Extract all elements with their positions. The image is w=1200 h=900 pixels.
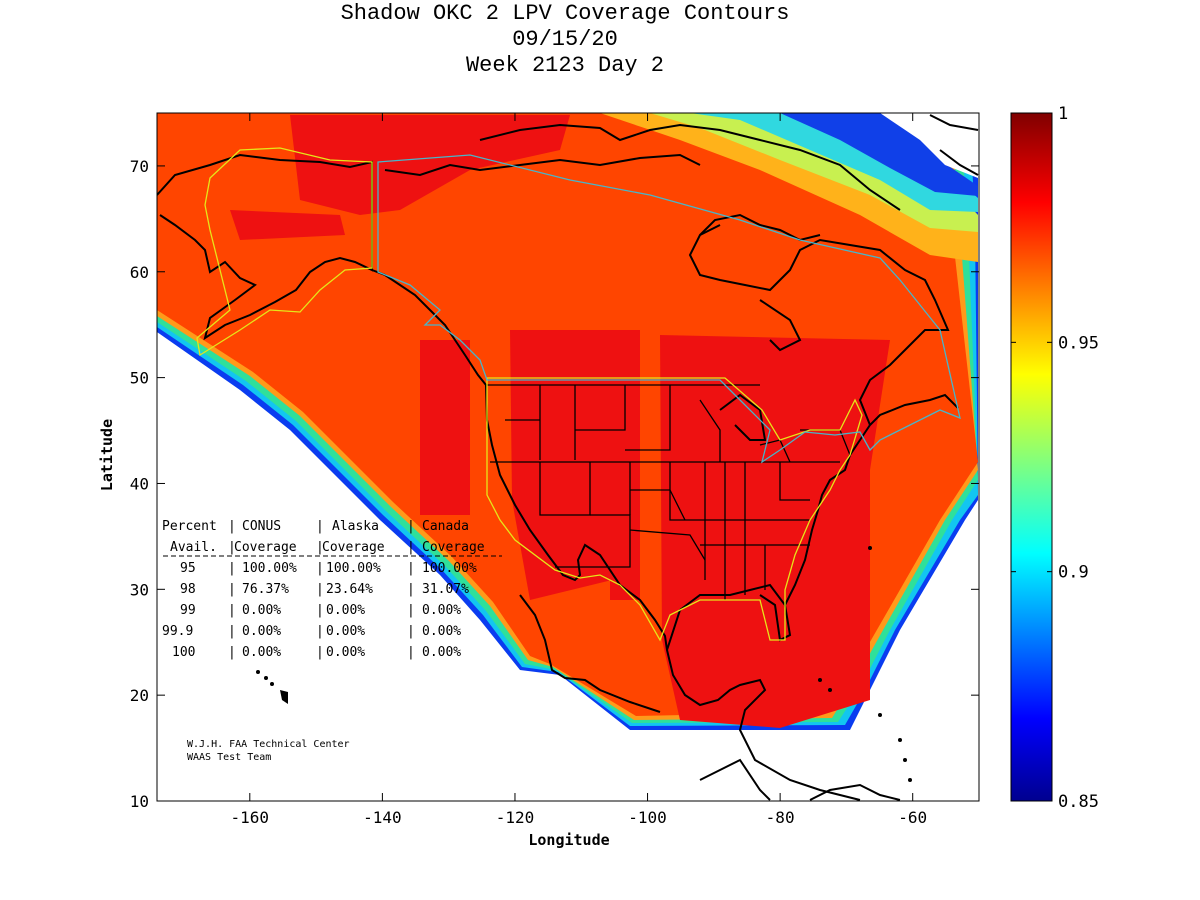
coverage-high-west [420, 340, 470, 515]
chart-date: 09/15/20 [512, 27, 618, 52]
canada-service-area [377, 154, 961, 464]
coverage-high-north [290, 115, 570, 215]
coverage-high-conus [510, 330, 612, 600]
table-cell: 0.00% [326, 603, 365, 618]
table-sep: | [407, 561, 415, 576]
table-cell: 23.64% [326, 582, 373, 597]
service-areas [196, 147, 961, 642]
table-header-conus: CONUS [242, 519, 281, 534]
table-sep: | [316, 582, 324, 597]
y-tick-label: 20 [130, 686, 149, 705]
table-sep: | [228, 645, 236, 660]
table-cell: 100.00% [422, 561, 477, 576]
colorbar-tick-label: 0.85 [1058, 792, 1099, 812]
credit-line-2: WAAS Test Team [187, 752, 271, 763]
table-sep: | [228, 582, 236, 597]
table-sep: | [407, 624, 415, 639]
coverage-table: Percent | CONUS | Alaska | Canada Avail.… [162, 519, 502, 660]
x-tick-label: -160 [231, 808, 270, 827]
x-tick-label: -60 [898, 808, 927, 827]
table-sep: | [228, 519, 236, 534]
x-axis: -160 -140 -120 -100 -80 -60 [231, 113, 927, 827]
coverage-high-alaska [230, 210, 345, 240]
state-boundaries [487, 384, 851, 600]
table-sep: | [228, 540, 236, 555]
colorbar-ticks: 0.85 0.9 0.95 1 [1011, 104, 1099, 812]
table-header-alaska: Alaska [332, 519, 379, 534]
x-axis-label: Longitude [528, 831, 609, 849]
table-cell: 76.37% [242, 582, 289, 597]
y-tick-label: 30 [130, 580, 149, 599]
x-tick-label: -140 [363, 808, 402, 827]
y-tick-label: 70 [130, 157, 149, 176]
table-cell: 100.00% [242, 561, 297, 576]
colorbar-tick-label: 1 [1058, 104, 1068, 124]
table-header-canada: Canada [422, 519, 469, 534]
table-cell: 0.00% [326, 624, 365, 639]
table-sep: | [407, 540, 415, 555]
table-cell: 99 [180, 603, 196, 618]
table-sep: | [316, 645, 324, 660]
table-subheader-conus: Coverage [234, 540, 297, 555]
colorbar-tick-label: 0.9 [1058, 563, 1089, 583]
table-cell: 98 [180, 582, 196, 597]
table-sep: | [316, 624, 324, 639]
table-sep: | [228, 561, 236, 576]
y-tick-label: 40 [130, 474, 149, 493]
x-tick-label: -100 [628, 808, 667, 827]
arctic-corner-white [880, 113, 978, 178]
alaska-service-area [196, 147, 373, 357]
x-tick-label: -120 [496, 808, 535, 827]
table-sep: | [316, 540, 324, 555]
table-sep: | [407, 645, 415, 660]
table-sep: | [316, 561, 324, 576]
table-subheader-canada: Coverage [422, 540, 485, 555]
table-sep: | [407, 582, 415, 597]
table-cell: 100.00% [326, 561, 381, 576]
coverage-high-central [610, 330, 640, 600]
table-sep: | [316, 603, 324, 618]
x-tick-label: -80 [766, 808, 795, 827]
islands [256, 546, 912, 782]
table-cell: 0.00% [422, 645, 461, 660]
table-cell: 95 [180, 561, 196, 576]
table-cell: 0.00% [422, 603, 461, 618]
plot-frame [156, 112, 980, 802]
table-sep: | [228, 603, 236, 618]
colorbar-tick-label: 0.95 [1058, 333, 1099, 353]
table-header-percent: Percent [162, 519, 217, 534]
table-cell: 100 [172, 645, 195, 660]
table-sep: | [407, 603, 415, 618]
table-sep: | [228, 624, 236, 639]
table-subheader-avail: Avail. [170, 540, 217, 555]
table-cell: 99.9 [162, 624, 193, 639]
y-tick-label: 50 [130, 369, 149, 388]
y-axis: 10 20 30 40 50 60 70 [130, 157, 979, 811]
table-cell: 0.00% [326, 645, 365, 660]
y-tick-label: 60 [130, 263, 149, 282]
table-cell: 0.00% [242, 603, 281, 618]
coverage-high-east [660, 335, 890, 728]
table-sep: | [407, 519, 415, 534]
chart-week-day: Week 2123 Day 2 [465, 53, 665, 78]
table-sep: | [316, 519, 324, 534]
table-cell: 31.07% [422, 582, 469, 597]
table-cell: 0.00% [242, 624, 281, 639]
conus-service-area [486, 377, 863, 642]
credit-line-1: W.J.H. FAA Technical Center [187, 739, 350, 750]
y-tick-label: 10 [130, 792, 149, 811]
colorbar [1010, 112, 1053, 802]
table-cell: 0.00% [422, 624, 461, 639]
y-axis-label: Latitude [98, 419, 116, 491]
chart-title: Shadow OKC 2 LPV Coverage Contours [340, 1, 790, 26]
table-cell: 0.00% [242, 645, 281, 660]
table-subheader-alaska: Coverage [322, 540, 385, 555]
